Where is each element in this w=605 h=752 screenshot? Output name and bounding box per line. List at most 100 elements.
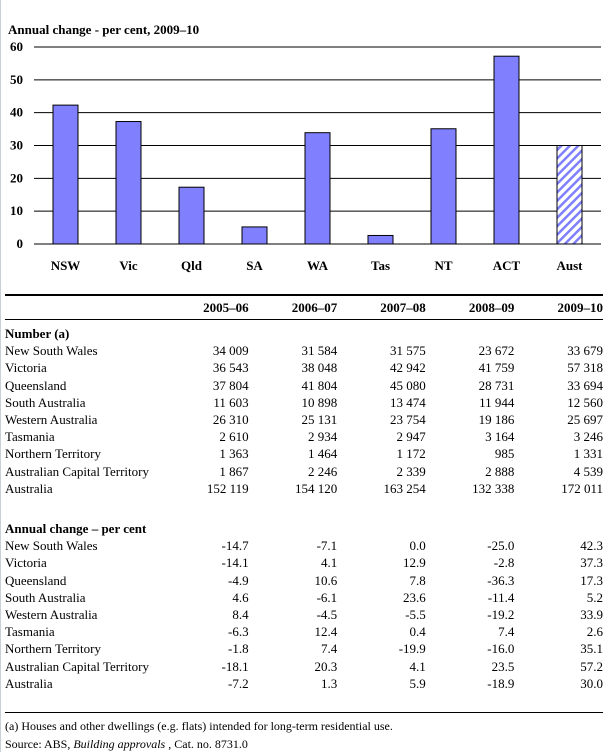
table-cell: 152 119 (206, 480, 249, 496)
table-cell: 26 310 (212, 412, 249, 428)
source-prefix: Source: ABS, (5, 737, 74, 751)
x-tick-label: NT (434, 258, 452, 273)
table-cell: 3 246 (573, 429, 603, 445)
bar-wa (304, 132, 331, 245)
y-tick-label: 40 (10, 105, 23, 120)
x-tick-label: Aust (556, 258, 583, 273)
footnote: (a) Houses and other dwellings (e.g. fla… (5, 719, 393, 733)
row-label: Australia (5, 480, 53, 496)
table-cell: 163 254 (383, 480, 426, 496)
row-label: New South Wales (5, 343, 98, 359)
table-cell: 11 603 (213, 394, 249, 410)
table-cell: 0.4 (409, 624, 426, 640)
table-row: Queensland -4.9 10.6 7.8 -36.3 17.3 (5, 572, 603, 589)
table-cell: 33.9 (580, 607, 603, 623)
table-cell: -25.0 (487, 538, 515, 554)
table-cell: -36.3 (487, 572, 515, 588)
table-cell: 37.3 (580, 555, 603, 571)
table-row: New South Wales 34 009 31 584 31 575 23 672 3… (5, 342, 603, 359)
table-cell: 985 (494, 446, 515, 462)
table-cell: 38 048 (301, 360, 338, 376)
column-header: 2005–06 (160, 294, 249, 320)
table-row: Victoria -14.1 4.1 12.9 -2.8 37.3 (5, 554, 603, 571)
bar-aust (556, 145, 583, 245)
table-cell: 41 759 (478, 360, 515, 376)
bar-tas (367, 234, 394, 245)
table-cell: 154 120 (294, 480, 338, 496)
table-cell: 10.6 (314, 572, 338, 588)
table-cell: 2 246 (307, 463, 338, 479)
x-tick-label: WA (307, 258, 329, 273)
bar-chart: 0 10 20 30 40 50 60 NSW Vic Qld SA WA Tas NT ACT Aust (10, 39, 601, 273)
row-label: South Australia (5, 394, 86, 410)
table-cell: 3 164 (485, 429, 515, 445)
table-cell: 28 731 (478, 377, 515, 393)
table-cell: 172 011 (561, 480, 603, 496)
bar-nsw (52, 104, 79, 245)
table-cell: -19.9 (398, 641, 426, 657)
table-cell: 57 318 (567, 360, 603, 376)
row-label: Victoria (5, 360, 47, 376)
bar-qld (178, 186, 205, 245)
table-cell: -5.5 (405, 607, 426, 623)
table-cell: 7.8 (409, 572, 426, 588)
x-tick-label: SA (246, 258, 263, 273)
table-cell: 12.9 (403, 555, 426, 571)
table-row: South Australia 4.6 -6.1 23.6 -11.4 5.2 (5, 589, 603, 606)
table-cell: 1 464 (307, 446, 338, 462)
column-header: 2009–10 (514, 294, 603, 320)
x-tick-label: Qld (181, 258, 203, 273)
y-tick-label: 20 (10, 170, 23, 185)
y-tick-label: 0 (17, 236, 24, 251)
table-row: Northern Territory 1 363 1 464 1 172 985 1 33… (5, 445, 603, 462)
table-cell: 4.1 (409, 658, 426, 674)
section-title: Annual change – per cent (5, 521, 147, 537)
table-cell: 2 947 (396, 429, 426, 445)
table-cell: 23 672 (478, 343, 515, 359)
table-cell: 5.9 (409, 675, 426, 691)
row-label: New South Wales (5, 538, 98, 554)
source-suffix: , Cat. no. 8731.0 (165, 737, 248, 751)
y-tick-label: 30 (10, 138, 23, 153)
table-cell: 23.5 (491, 658, 515, 674)
table-row: Western Australia 8.4 -4.5 -5.5 -19.2 33.9 (5, 606, 603, 623)
bar-sa (241, 226, 268, 245)
table-cell: 1 331 (573, 446, 603, 462)
source-title: Building approvals (73, 737, 166, 751)
table-cell: -6.3 (228, 624, 249, 640)
table-cell: 30.0 (580, 675, 603, 691)
row-label: Northern Territory (5, 446, 101, 462)
table-row: Australia -7.2 1.3 5.9 -18.9 30.0 (5, 675, 603, 692)
section-header-row: Annual change – per cent (5, 515, 603, 537)
row-label: Victoria (5, 555, 47, 571)
table-cell: -18.9 (487, 675, 515, 691)
table-cell: 7.4 (498, 624, 515, 640)
table-cell: 37 804 (212, 377, 249, 393)
table-cell: -6.1 (316, 589, 338, 605)
row-label: Australia (5, 675, 53, 691)
table-cell: 41 804 (301, 377, 338, 393)
section-title: Number (a) (5, 326, 70, 341)
table-cell: -19.2 (487, 607, 515, 623)
table-cell: 12 560 (567, 394, 603, 410)
table-row: Victoria 36 543 38 048 42 942 41 759 57 318 (5, 359, 603, 376)
table-cell: 4.1 (320, 555, 338, 571)
table-cell: 31 575 (390, 343, 426, 359)
table-cell: 2 339 (396, 463, 426, 479)
column-header: 2008–09 (425, 294, 515, 320)
table-cell: 17.3 (580, 572, 603, 588)
table-cell: 19 186 (478, 412, 515, 428)
table-cell: 57.2 (580, 658, 603, 674)
table-cell: 2 888 (485, 463, 515, 479)
x-tick-label: ACT (493, 258, 521, 273)
table-row: Western Australia 26 310 25 131 23 754 19 18… (5, 411, 603, 428)
table-row: Queensland 37 804 41 804 45 080 28 731 33 694 (5, 377, 603, 394)
x-tick-label: Vic (119, 258, 138, 273)
section-header-row: Number (a) (5, 320, 603, 343)
bar-act (493, 55, 520, 245)
table-row: Australian Capital Territory 1 867 2 246 2 … (5, 463, 603, 480)
table-cell: 13 474 (390, 394, 426, 410)
building-approvals-table: 2005–06 2006–07 2007–08 2008–09 2009–10 Numbe… (5, 294, 603, 714)
column-header: 2006–07 (248, 294, 338, 320)
